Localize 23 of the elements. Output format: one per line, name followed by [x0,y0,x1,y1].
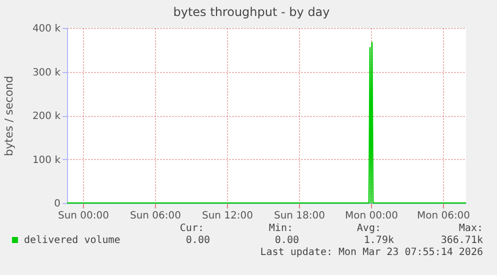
y-tick-label: 400 k [32,24,61,34]
x-tick-label: Sun 00:00 [58,210,110,222]
text: Avg: [356,223,381,234]
text: Max: [458,223,483,234]
text: 0.00 [186,235,210,246]
text: 366.71k [440,235,483,246]
y-tick-label: 0 [54,198,60,210]
x-tick-label: Sun 12:00 [202,210,254,222]
y-tick-label: 200 k [32,111,61,122]
text: Cur: [180,223,204,234]
text: Last update: Mon Mar 23 07:55:14 2026 [260,247,483,258]
text: 1.79k [364,235,394,246]
chart-title: bytes throughput - by day [173,5,330,19]
y-tick-label: 100 k [32,154,61,166]
x-tick-label: Sun 06:00 [130,210,182,222]
legend-label: delivered volume [24,235,120,246]
text: 0.00 [274,235,299,246]
y-tick-label: 300 k [32,67,61,78]
x-tick-label: Mon 06:00 [416,210,470,222]
y-axis-title: bytes / second [2,76,16,156]
x-tick-label: Mon 00:00 [344,210,398,222]
x-tick-label: Sun 18:00 [274,210,326,222]
text: Min: [268,223,293,234]
